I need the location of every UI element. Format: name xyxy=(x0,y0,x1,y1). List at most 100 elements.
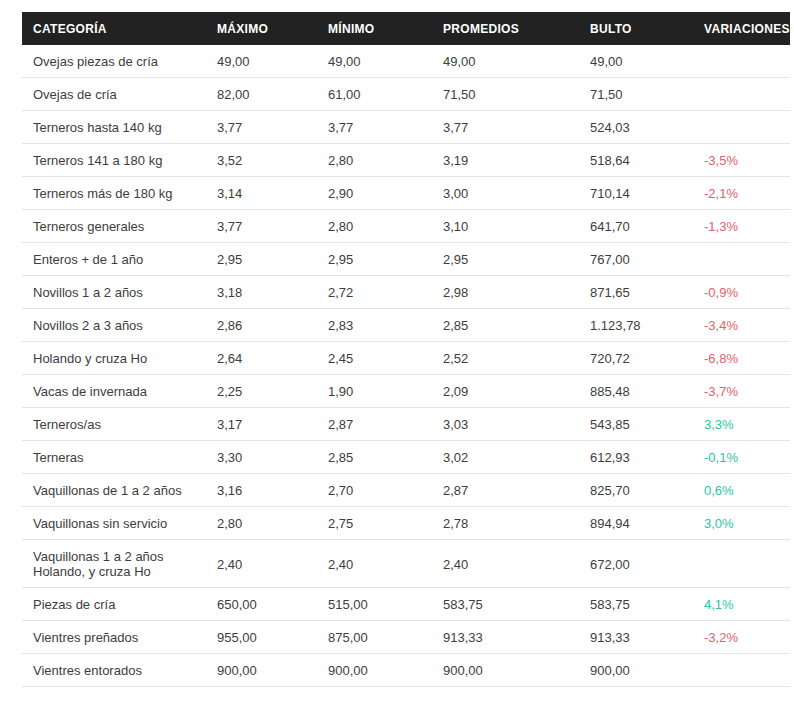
minimo-cell: 49,00 xyxy=(328,45,443,78)
bulto-cell: 871,65 xyxy=(590,276,704,309)
promedios-cell: 49,00 xyxy=(443,45,590,78)
minimo-cell: 2,70 xyxy=(328,474,443,507)
variacion-cell xyxy=(704,78,790,111)
maximo-cell: 3,52 xyxy=(217,144,328,177)
variacion-cell: -1,3% xyxy=(704,210,790,243)
promedios-cell: 2,98 xyxy=(443,276,590,309)
bulto-cell: 583,75 xyxy=(590,588,704,621)
maximo-cell: 650,00 xyxy=(217,588,328,621)
bulto-cell: 641,70 xyxy=(590,210,704,243)
minimo-cell: 2,90 xyxy=(328,177,443,210)
promedios-cell: 3,19 xyxy=(443,144,590,177)
header-variaciones: VARIACIONES xyxy=(704,12,790,45)
table-row: Terneros hasta 140 kg 3,77 3,77 3,77 524… xyxy=(22,111,790,144)
promedios-cell: 583,75 xyxy=(443,588,590,621)
bulto-cell: 913,33 xyxy=(590,621,704,654)
promedios-cell: 2,85 xyxy=(443,309,590,342)
minimo-cell: 900,00 xyxy=(328,654,443,687)
minimo-cell: 1,90 xyxy=(328,375,443,408)
price-table-container: CATEGORÍA MÁXIMO MÍNIMO PROMEDIOS BULTO … xyxy=(22,12,790,687)
minimo-cell: 2,87 xyxy=(328,408,443,441)
category-cell: Holando y cruza Ho xyxy=(22,342,217,375)
table-body: Ovejas piezas de cría 49,00 49,00 49,00 … xyxy=(22,45,790,687)
variacion-cell xyxy=(704,654,790,687)
maximo-cell: 2,86 xyxy=(217,309,328,342)
variacion-cell xyxy=(704,111,790,144)
bulto-cell: 894,94 xyxy=(590,507,704,540)
bulto-cell: 71,50 xyxy=(590,78,704,111)
variacion-cell: -3,5% xyxy=(704,144,790,177)
maximo-cell: 955,00 xyxy=(217,621,328,654)
bulto-cell: 825,70 xyxy=(590,474,704,507)
promedios-cell: 3,02 xyxy=(443,441,590,474)
promedios-cell: 3,03 xyxy=(443,408,590,441)
maximo-cell: 3,14 xyxy=(217,177,328,210)
maximo-cell: 3,18 xyxy=(217,276,328,309)
promedios-cell: 71,50 xyxy=(443,78,590,111)
minimo-cell: 875,00 xyxy=(328,621,443,654)
table-row: Enteros + de 1 año 2,95 2,95 2,95 767,00 xyxy=(22,243,790,276)
bulto-cell: 1.123,78 xyxy=(590,309,704,342)
maximo-cell: 2,95 xyxy=(217,243,328,276)
table-row: Vaquillonas 1 a 2 años Holando, y cruza … xyxy=(22,540,790,588)
header-categoria: CATEGORÍA xyxy=(22,12,217,45)
bulto-cell: 767,00 xyxy=(590,243,704,276)
table-row: Terneros/as 3,17 2,87 3,03 543,85 3,3% xyxy=(22,408,790,441)
bulto-cell: 720,72 xyxy=(590,342,704,375)
minimo-cell: 2,85 xyxy=(328,441,443,474)
minimo-cell: 2,75 xyxy=(328,507,443,540)
table-row: Novillos 1 a 2 años 3,18 2,72 2,98 871,6… xyxy=(22,276,790,309)
maximo-cell: 3,16 xyxy=(217,474,328,507)
minimo-cell: 2,40 xyxy=(328,540,443,588)
bulto-cell: 885,48 xyxy=(590,375,704,408)
maximo-cell: 2,25 xyxy=(217,375,328,408)
category-cell: Terneros generales xyxy=(22,210,217,243)
bulto-cell: 524,03 xyxy=(590,111,704,144)
maximo-cell: 49,00 xyxy=(217,45,328,78)
maximo-cell: 3,77 xyxy=(217,210,328,243)
minimo-cell: 2,95 xyxy=(328,243,443,276)
variacion-cell: -0,9% xyxy=(704,276,790,309)
maximo-cell: 2,64 xyxy=(217,342,328,375)
variacion-cell: 3,0% xyxy=(704,507,790,540)
category-cell: Ovejas de cría xyxy=(22,78,217,111)
promedios-cell: 2,09 xyxy=(443,375,590,408)
header-minimo: MÍNIMO xyxy=(328,12,443,45)
promedios-cell: 2,40 xyxy=(443,540,590,588)
category-cell: Novillos 2 a 3 años xyxy=(22,309,217,342)
promedios-cell: 2,52 xyxy=(443,342,590,375)
variacion-cell: 4,1% xyxy=(704,588,790,621)
promedios-cell: 3,77 xyxy=(443,111,590,144)
maximo-cell: 3,30 xyxy=(217,441,328,474)
table-header: CATEGORÍA MÁXIMO MÍNIMO PROMEDIOS BULTO … xyxy=(22,12,790,45)
category-cell: Vientres preñados xyxy=(22,621,217,654)
maximo-cell: 82,00 xyxy=(217,78,328,111)
minimo-cell: 515,00 xyxy=(328,588,443,621)
promedios-cell: 3,10 xyxy=(443,210,590,243)
promedios-cell: 913,33 xyxy=(443,621,590,654)
category-cell: Enteros + de 1 año xyxy=(22,243,217,276)
table-row: Terneras 3,30 2,85 3,02 612,93 -0,1% xyxy=(22,441,790,474)
category-cell: Terneras xyxy=(22,441,217,474)
promedios-cell: 2,87 xyxy=(443,474,590,507)
maximo-cell: 3,17 xyxy=(217,408,328,441)
promedios-cell: 3,00 xyxy=(443,177,590,210)
variacion-cell: -0,1% xyxy=(704,441,790,474)
minimo-cell: 3,77 xyxy=(328,111,443,144)
maximo-cell: 2,80 xyxy=(217,507,328,540)
variacion-cell: -3,4% xyxy=(704,309,790,342)
category-cell: Terneros más de 180 kg xyxy=(22,177,217,210)
livestock-price-table: CATEGORÍA MÁXIMO MÍNIMO PROMEDIOS BULTO … xyxy=(22,12,790,687)
variacion-cell: -3,7% xyxy=(704,375,790,408)
minimo-cell: 2,83 xyxy=(328,309,443,342)
header-bulto: BULTO xyxy=(590,12,704,45)
bulto-cell: 672,00 xyxy=(590,540,704,588)
maximo-cell: 3,77 xyxy=(217,111,328,144)
category-cell: Novillos 1 a 2 años xyxy=(22,276,217,309)
table-row: Piezas de cría 650,00 515,00 583,75 583,… xyxy=(22,588,790,621)
bulto-cell: 900,00 xyxy=(590,654,704,687)
category-cell: Piezas de cría xyxy=(22,588,217,621)
table-row: Terneros generales 3,77 2,80 3,10 641,70… xyxy=(22,210,790,243)
table-row: Ovejas piezas de cría 49,00 49,00 49,00 … xyxy=(22,45,790,78)
variacion-cell: 0,6% xyxy=(704,474,790,507)
